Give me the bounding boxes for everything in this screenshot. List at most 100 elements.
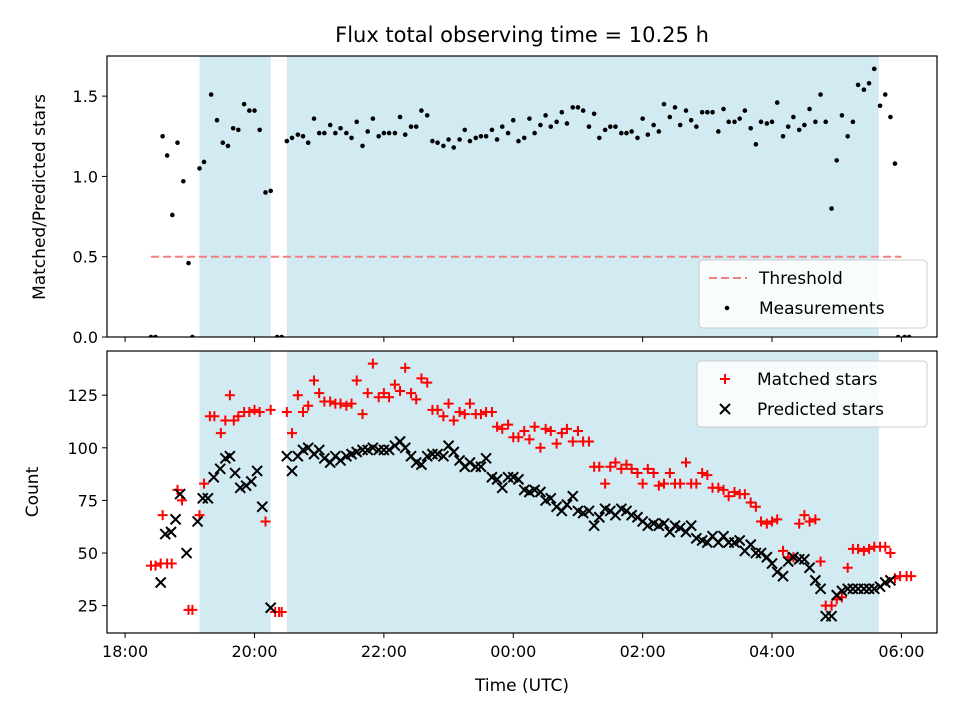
matched-star-marker [325,396,336,407]
predicted-star-marker [825,610,838,622]
measurement-point [462,127,468,133]
predicted-star-marker [256,501,268,513]
x-tick-label: 02:00 [620,642,666,661]
predicted-star-marker [766,557,778,570]
matched-star-marker [492,421,503,432]
matched-star-marker [166,558,177,569]
measurement-point [753,142,759,147]
measurement-point [705,109,710,115]
matched-star-marker [524,434,535,445]
predicted-star-marker [202,492,214,505]
matched-star-marker [858,545,869,556]
y-tick-label: 100 [67,439,98,458]
y-tick-label: 125 [67,386,98,405]
measurement-point [559,109,565,115]
measurement-point [785,124,791,129]
matched-star-marker [600,478,611,489]
measurement-point [850,119,856,125]
predicted-star-marker [399,442,411,454]
predicted-star-marker [814,583,827,595]
measurement-point [397,114,403,120]
matched-star-marker [411,394,422,405]
matched-star-marker [626,463,637,474]
matched-star-marker [513,432,524,443]
measurement-point [268,188,273,194]
measurement-point [769,119,775,125]
measurement-point [316,130,322,136]
matched-star-marker [254,407,265,418]
matched-star-marker [642,463,653,474]
measurement-point [732,119,737,125]
measurement-point [381,130,387,136]
measurement-point [365,129,371,134]
matched-star-marker [664,468,675,479]
measurement-point [888,114,893,120]
predicted-star-marker [803,562,816,574]
matched-star-marker [729,487,740,497]
matched-star-marker [224,390,235,401]
measurement-point [818,92,823,97]
predicted-star-marker [733,534,746,547]
matched-star-marker [616,463,627,474]
y-tick-label: 0.0 [73,328,98,347]
matched-star-marker [389,379,400,390]
matched-star-marker [314,388,325,399]
axes-frame [106,55,938,338]
measurement-point [532,130,537,136]
measurement-point [311,116,317,121]
measurement-point [661,101,667,107]
predicted-star-marker [169,513,182,526]
measurement-point [175,140,180,146]
predicted-star-marker [658,517,670,530]
measurement-point [300,133,306,139]
predicted-star-marker [809,574,822,587]
measurement-point [322,130,327,136]
measurement-point [538,122,543,128]
matched-star-marker [594,461,605,472]
predicted-star-marker [674,522,686,534]
y-axis-label-top: Matched/Predicted stars [30,94,50,300]
predicted-star-marker [512,473,525,486]
measurement-point [457,137,462,142]
predicted-star-marker [750,547,762,559]
predicted-star-marker [858,583,870,595]
axes-frame [106,350,938,634]
matched-star-marker [276,606,287,617]
top-panel: 0.0 0.5 1.0 1.5 Threshold Measurements [73,55,938,347]
predicted-star-marker [286,465,298,477]
measurement-point [344,130,349,136]
matched-star-marker [298,407,309,418]
measurement-point [419,108,424,113]
matched-star-marker [150,560,161,571]
measurement-point [505,130,511,136]
matched-star-marker [346,398,357,409]
measurement-point [225,143,231,149]
measurement-point [748,125,753,131]
matched-star-marker [605,461,616,472]
measurement-point [564,121,570,126]
y-tick-label: 0.5 [73,248,98,267]
measurement-point [861,87,867,93]
matched-star-marker [367,358,378,369]
matched-star-marker [880,541,891,552]
measurement-point [247,108,252,113]
matched-star-marker [503,419,514,430]
measurement-point [197,166,202,171]
matched-star-marker [804,516,815,527]
matched-star-marker [713,482,724,493]
measurement-point [376,133,382,139]
y-tick-label: 75 [78,491,98,510]
predicted-star-marker [884,574,897,587]
predicted-star-marker [496,482,508,494]
matched-star-marker [357,409,368,420]
predicted-star-marker [755,547,767,559]
predicted-star-marker [534,486,547,498]
matched-star-marker [529,421,540,432]
matched-star-marker [464,398,475,409]
measurement-point [521,135,527,141]
measurement-point [892,161,898,166]
measurement-point [208,92,214,97]
measurement-point [338,125,343,131]
measurement-point [591,111,597,117]
x-tick-label: 22:00 [361,642,407,661]
